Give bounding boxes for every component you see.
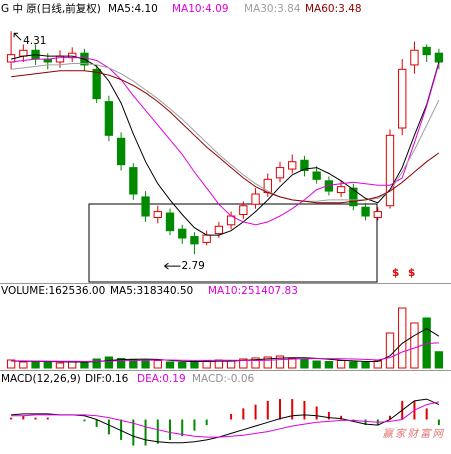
candle-body [434, 52, 444, 63]
volume-bar [239, 358, 248, 369]
candle-body [55, 55, 65, 63]
volume-bar [43, 362, 52, 369]
legend-entry: MACD:-0.06 [192, 373, 254, 385]
legend-entry: DIF:0.16 [85, 373, 129, 385]
volume-ma-line [11, 342, 439, 362]
candle-body [178, 228, 187, 239]
chart-title: G 中 原(日线,前复权) [1, 2, 101, 15]
volume-bar [92, 358, 101, 369]
volume-bar [55, 362, 65, 369]
volume-bar [300, 359, 309, 369]
candle-body [275, 167, 285, 179]
candle-body [141, 196, 150, 217]
volume-bar [141, 360, 150, 369]
volume-bar [275, 355, 285, 369]
candle-body [373, 211, 382, 218]
candle-body [153, 211, 162, 218]
candle-body [336, 186, 346, 194]
volume-bar [178, 362, 187, 369]
candle-body [19, 49, 28, 57]
volume-bar [312, 360, 321, 369]
candle-body [300, 159, 309, 172]
volume-bar [190, 361, 199, 369]
volume-bar [373, 360, 382, 369]
candle-body [410, 49, 419, 66]
annotation-arrow [164, 262, 181, 270]
annotation-arrow [13, 32, 22, 41]
volume-bar [434, 351, 444, 369]
candle-body [92, 68, 101, 100]
volume-bar [116, 358, 126, 369]
candle-body [349, 187, 358, 207]
candle-body [324, 180, 334, 192]
candle-body [214, 225, 224, 235]
volume-bar [129, 359, 138, 369]
candle-body [385, 134, 395, 207]
volume-bar [226, 360, 236, 369]
volume-bar [104, 356, 114, 369]
volume-bar [165, 361, 175, 369]
candle-body [251, 193, 260, 205]
volume-bar [263, 356, 272, 369]
macd-line [11, 401, 440, 438]
candle-body [239, 205, 248, 216]
volume-bar [410, 322, 419, 369]
signal-mark: $ [392, 267, 399, 279]
volume-bar [349, 361, 358, 369]
panel-title: VOLUME:162536.00 [1, 285, 105, 297]
volume-bar [68, 361, 77, 369]
macd-line [11, 398, 440, 444]
candle-body [398, 68, 407, 129]
legend-entry: MA60:3.48 [305, 3, 362, 15]
candle-body [288, 161, 297, 170]
candle-body [104, 101, 114, 136]
low-label: 2.79 [181, 260, 204, 272]
volume-bar [202, 360, 211, 369]
signal-mark: $ [408, 267, 415, 279]
volume-bar [398, 307, 407, 369]
legend-entry: MA5:318340.50 [110, 285, 193, 297]
highlight-box [88, 203, 378, 283]
volume-bar [153, 360, 162, 369]
volume-ma-line [11, 328, 440, 363]
candle-body [202, 234, 211, 243]
volume-bar [19, 361, 28, 369]
high-label: 4.31 [23, 35, 46, 47]
volume-bar [6, 359, 16, 369]
candle-body [129, 167, 138, 195]
ma-line [11, 70, 440, 204]
panel-title: MACD(12,26,9) [1, 373, 81, 385]
legend-entry: DEA:0.19 [137, 373, 186, 385]
legend-entry: MA30:3.84 [244, 3, 301, 15]
volume-bar [336, 360, 346, 369]
volume-bar [361, 362, 370, 369]
volume-bar [31, 360, 40, 369]
legend-entry: MA10:251407.83 [208, 285, 298, 297]
candle-body [312, 171, 321, 180]
volume-bar [251, 357, 260, 369]
candle-body [116, 137, 126, 166]
volume-bar [385, 332, 395, 369]
volume-bar [324, 361, 334, 369]
legend-entry: MA10:4.09 [172, 3, 229, 15]
candle-body [190, 236, 199, 245]
volume-bar [288, 358, 297, 369]
candle-body [422, 46, 431, 56]
candle-body [165, 212, 175, 232]
candle-body [361, 206, 370, 217]
watermark: 赢家财富网 [383, 428, 446, 440]
ma-line [11, 57, 440, 226]
legend-entry: MA5:4.10 [108, 3, 158, 15]
